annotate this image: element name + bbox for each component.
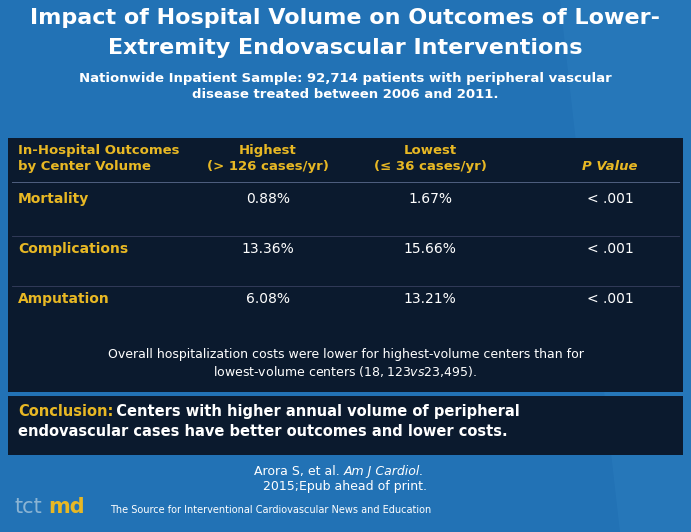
Text: (> 126 cases/yr): (> 126 cases/yr) (207, 160, 329, 173)
Text: lowest-volume centers ($18,123 vs $23,495).: lowest-volume centers ($18,123 vs $23,49… (214, 364, 477, 379)
Text: 6.08%: 6.08% (246, 292, 290, 306)
Text: 2015;Epub ahead of print.: 2015;Epub ahead of print. (263, 480, 428, 493)
Text: endovascular cases have better outcomes and lower costs.: endovascular cases have better outcomes … (18, 424, 508, 439)
Text: by Center Volume: by Center Volume (18, 160, 151, 173)
Text: Amputation: Amputation (18, 292, 110, 306)
Text: Am J Cardiol.: Am J Cardiol. (343, 465, 424, 478)
Text: P Value: P Value (583, 160, 638, 173)
Text: Conclusion:: Conclusion: (18, 404, 113, 419)
Text: Centers with higher annual volume of peripheral: Centers with higher annual volume of per… (106, 404, 520, 419)
Text: Impact of Hospital Volume on Outcomes of Lower-: Impact of Hospital Volume on Outcomes of… (30, 8, 661, 28)
Text: Mortality: Mortality (18, 192, 89, 206)
Text: 13.36%: 13.36% (242, 242, 294, 256)
Text: md: md (48, 497, 84, 517)
Text: tct: tct (15, 497, 43, 517)
Text: (≤ 36 cases/yr): (≤ 36 cases/yr) (374, 160, 486, 173)
Text: 1.67%: 1.67% (408, 192, 452, 206)
Text: Highest: Highest (239, 144, 297, 157)
Text: 13.21%: 13.21% (404, 292, 456, 306)
Text: Arora S, et al.: Arora S, et al. (254, 465, 343, 478)
Text: Extremity Endovascular Interventions: Extremity Endovascular Interventions (108, 38, 583, 58)
Text: Nationwide Inpatient Sample: 92,714 patients with peripheral vascular: Nationwide Inpatient Sample: 92,714 pati… (79, 72, 612, 85)
Text: In-Hospital Outcomes: In-Hospital Outcomes (18, 144, 180, 157)
FancyBboxPatch shape (8, 138, 683, 392)
Text: < .001: < .001 (587, 292, 634, 306)
FancyBboxPatch shape (8, 396, 683, 455)
Text: Overall hospitalization costs were lower for highest-volume centers than for: Overall hospitalization costs were lower… (108, 348, 583, 361)
Text: 15.66%: 15.66% (404, 242, 457, 256)
Polygon shape (560, 0, 691, 532)
Text: < .001: < .001 (587, 192, 634, 206)
Text: Complications: Complications (18, 242, 128, 256)
Text: Lowest: Lowest (404, 144, 457, 157)
Text: The Source for Interventional Cardiovascular News and Education: The Source for Interventional Cardiovasc… (110, 505, 431, 515)
Text: disease treated between 2006 and 2011.: disease treated between 2006 and 2011. (192, 88, 499, 101)
Text: < .001: < .001 (587, 242, 634, 256)
Text: 0.88%: 0.88% (246, 192, 290, 206)
